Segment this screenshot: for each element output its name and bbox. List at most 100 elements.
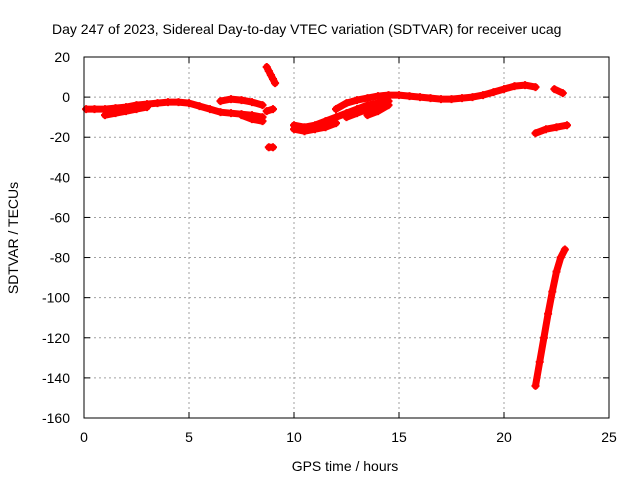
data-point xyxy=(216,97,225,106)
data-point xyxy=(269,143,277,152)
data-point xyxy=(90,105,99,114)
y-tick-label: 20 xyxy=(54,49,70,65)
y-tick-labels: -160 -140 -120 -100 -80 -60 -40 -20 0 20 xyxy=(42,49,70,426)
data-point xyxy=(374,107,382,116)
data-point xyxy=(544,309,553,318)
data-point xyxy=(227,95,235,104)
series-track-i xyxy=(290,119,340,136)
y-tick-label: -140 xyxy=(42,370,70,386)
data-point xyxy=(122,107,130,116)
y-tick-label: -100 xyxy=(42,290,70,306)
series-track-e xyxy=(262,63,280,88)
data-point xyxy=(82,105,91,114)
x-axis-label: GPS time / hours xyxy=(292,458,399,474)
x-tick-label: 15 xyxy=(391,429,407,445)
data-point xyxy=(101,111,109,120)
data-point xyxy=(560,245,569,254)
data-point xyxy=(269,75,277,84)
y-tick-label: -40 xyxy=(50,169,70,185)
data-point xyxy=(531,129,540,138)
data-point xyxy=(185,99,193,108)
data-marks xyxy=(82,63,571,390)
x-tick-label: 25 xyxy=(601,429,617,445)
x-tick-label: 0 xyxy=(80,429,88,445)
y-axis-label: SDTVAR / TECUs xyxy=(5,182,21,294)
data-point xyxy=(311,125,319,134)
data-point xyxy=(237,111,246,120)
data-point xyxy=(556,253,565,262)
data-point xyxy=(269,105,277,114)
series-track-l xyxy=(363,101,393,120)
chart-title: Day 247 of 2023, Sidereal Day-to-day VTE… xyxy=(52,21,561,37)
data-point xyxy=(426,94,435,103)
series-track-c xyxy=(216,95,267,110)
series-track-j xyxy=(332,81,540,114)
plot-border xyxy=(83,56,610,419)
data-point xyxy=(558,89,567,98)
data-point xyxy=(458,94,466,103)
x-tick-labels: 0 5 10 15 20 25 xyxy=(80,429,617,445)
data-point xyxy=(164,98,172,107)
data-point xyxy=(384,101,393,110)
data-point xyxy=(206,105,214,114)
data-point xyxy=(266,71,275,80)
grid-lines xyxy=(84,57,609,418)
data-point xyxy=(437,95,445,104)
data-point xyxy=(258,101,267,110)
data-point xyxy=(468,93,477,102)
data-point xyxy=(227,109,235,118)
data-point xyxy=(395,91,403,100)
data-point xyxy=(552,123,561,132)
data-point xyxy=(363,94,372,103)
series-track-d xyxy=(237,111,267,126)
series-track-f xyxy=(264,143,277,152)
data-point xyxy=(237,96,246,105)
data-point xyxy=(535,357,544,366)
series-track-m xyxy=(531,121,571,138)
data-point xyxy=(195,102,204,111)
data-point xyxy=(248,115,256,124)
data-point xyxy=(143,103,151,112)
data-point xyxy=(531,83,540,92)
data-point xyxy=(416,93,424,102)
data-point xyxy=(258,117,267,126)
x-tick-label: 10 xyxy=(286,429,302,445)
y-tick-label: -60 xyxy=(50,209,70,225)
data-point xyxy=(153,99,162,108)
data-point xyxy=(405,92,414,101)
data-point xyxy=(552,267,561,276)
data-point xyxy=(111,109,120,118)
data-point xyxy=(539,333,548,342)
data-point xyxy=(548,287,557,296)
series-track-b xyxy=(101,103,151,120)
series-track-o xyxy=(531,245,569,390)
data-point xyxy=(384,91,393,100)
data-point xyxy=(510,82,519,91)
y-tick-label: 0 xyxy=(62,89,70,105)
data-point xyxy=(542,125,550,134)
series-track-g xyxy=(262,105,277,116)
data-point xyxy=(321,123,330,132)
data-point xyxy=(332,119,340,128)
data-point xyxy=(271,79,280,88)
data-point xyxy=(479,91,487,100)
data-point xyxy=(262,63,271,72)
data-point xyxy=(374,92,382,101)
y-tick-label: -20 xyxy=(50,129,70,145)
y-tick-label: -120 xyxy=(42,330,70,346)
data-point xyxy=(264,67,273,76)
data-point xyxy=(531,381,540,390)
data-point xyxy=(447,95,456,104)
data-point xyxy=(521,81,529,90)
series-track xyxy=(532,121,571,137)
data-point xyxy=(300,127,309,136)
data-point xyxy=(216,108,225,117)
data-point xyxy=(174,98,183,107)
data-point xyxy=(332,105,340,114)
data-point xyxy=(363,111,372,120)
plot-frame xyxy=(83,56,610,419)
data-point xyxy=(248,98,256,107)
data-point xyxy=(353,109,361,118)
x-tick-label: 20 xyxy=(496,429,512,445)
